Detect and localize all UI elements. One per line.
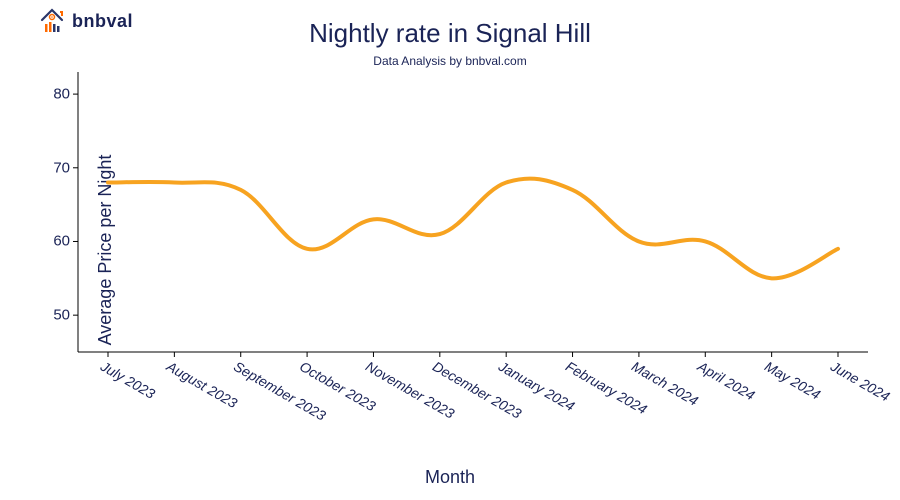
chart-title: Nightly rate in Signal Hill (309, 18, 591, 49)
line-chart-svg (78, 72, 868, 352)
house-icon (38, 8, 66, 34)
x-tick-label: June 2024 (828, 358, 893, 405)
x-tick-label: July 2023 (98, 358, 158, 402)
chart-area: 50607080 July 2023August 2023September 2… (78, 72, 868, 352)
data-line (108, 179, 838, 279)
x-tick-label: April 2024 (695, 358, 758, 403)
x-axis-label: Month (425, 467, 475, 488)
x-tick-label: August 2023 (164, 358, 240, 411)
y-tick-label: 60 (53, 233, 70, 250)
y-tick-label: 80 (53, 86, 70, 103)
chart-subtitle: Data Analysis by bnbval.com (373, 54, 526, 68)
y-tick-label: 70 (53, 159, 70, 176)
logo-text: bnbval (72, 11, 133, 32)
y-tick-label: 50 (53, 307, 70, 324)
x-tick-label: May 2024 (762, 358, 823, 403)
logo: bnbval (38, 8, 133, 34)
